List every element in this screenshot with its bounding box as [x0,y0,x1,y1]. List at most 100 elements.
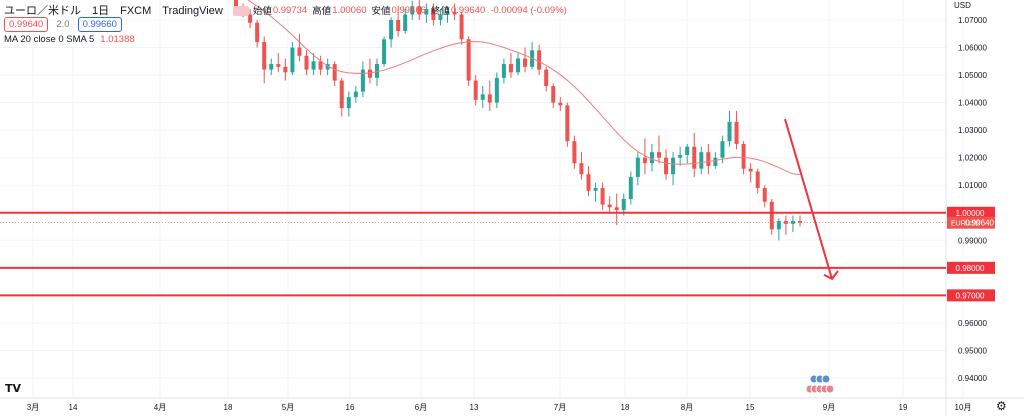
y-tick-label: 1.03000 [958,126,987,135]
x-tick-label: 18 [224,403,233,412]
candle-body [769,201,774,230]
candle-body [762,187,767,202]
trade-row: 0.99640 2.0 0.99660 [4,17,122,32]
candle-body [678,154,683,158]
candle-body [389,20,394,40]
candle-body [508,64,513,73]
candle-body [283,66,288,73]
x-tick-label: 14 [69,403,78,412]
candle-body [699,152,704,169]
candle-body [551,86,556,103]
candle-body [459,14,464,40]
candle-body [600,187,605,205]
x-tick-label: 10月 [955,403,972,412]
y-tick-label: 1.04000 [958,99,987,108]
ma-value: 1.01388 [100,34,135,45]
level-price-label: 1.00000 [956,209,985,218]
spread-value: 2.0 [56,19,70,30]
gear-icon[interactable]: ⚙ [996,399,1007,413]
candle-body [649,152,654,164]
candle-body [480,94,485,100]
candle-body [452,11,457,15]
y-tick-label: 1.02000 [958,154,987,163]
x-tick-label: 9月 [823,403,835,412]
candle-body [417,6,422,15]
symbol-title[interactable]: ユーロ／米ドル 1日 FXCM TradingView [4,5,223,17]
x-tick-label: 6月 [415,403,427,412]
ma-legend[interactable]: MA 20 close 0 SMA 5 1.01388 [4,34,135,45]
x-tick-label: 7月 [554,403,566,412]
candle-body [614,207,619,211]
y-tick-label: 0.96000 [958,319,987,328]
candle-body [255,22,260,43]
candle-body [332,64,337,81]
x-tick-label: 18 [621,403,630,412]
low-value: 0.99466 [391,4,426,16]
buy-button[interactable]: 0.99660 [77,17,122,32]
tradingview-logo-icon: 𝗧𝗩 [5,383,22,395]
y-tick-label: 1.05000 [958,71,987,80]
candle-body [720,141,725,158]
candle-body [635,157,640,177]
candle-body [664,157,669,175]
candle-body [776,221,781,230]
ma-line [247,0,801,175]
high-label: 高値 [312,6,332,17]
forecast-arrow-head [823,270,839,281]
candle-body [748,168,753,172]
candle-body [297,47,302,56]
y-tick-label: 1.06000 [958,44,987,53]
x-tick-label: 15 [746,403,755,412]
candle-body [382,39,387,65]
y-tick-label: 1.01000 [958,181,987,190]
candle-body [234,0,238,9]
low-label: 安値 [371,6,391,17]
candle-body [798,221,802,223]
candle-body [572,141,577,164]
event-icon [825,384,835,394]
candle-body [318,61,323,70]
y-tick-label: 1.07000 [958,16,987,25]
candle-body [501,64,506,78]
candle-body [360,69,365,92]
level-price-tag [947,206,995,219]
eye-icon[interactable] [232,6,249,16]
candle-body [367,69,372,78]
candle-body [523,58,528,67]
x-tick-label: 8月 [681,403,693,412]
level-price-tag [947,261,995,274]
candle-body [262,42,267,70]
candle-body [487,94,492,103]
candle-body [396,20,401,32]
candle-body [607,204,612,208]
x-tick-label: 16 [346,403,355,412]
x-tick-label: 19 [899,403,908,412]
ohlc-legend: ユーロ／米ドル 1日 FXCM TradingView 始値 0.99734 高… [4,2,572,18]
candle-body [375,64,379,78]
x-tick-label: 13 [470,403,479,412]
candle-body [727,121,732,142]
change-value: -0.00094 (-0.09%) [490,4,567,16]
candle-body [579,163,584,175]
candle-body [339,80,344,109]
candle-body [290,47,295,73]
candle-body [628,176,633,199]
candle-body [685,146,690,155]
candle-body [431,8,436,20]
candle-body [410,6,415,15]
candle-body [544,69,549,87]
candle-body [276,64,281,67]
current-price-label: 0.99640 [965,219,994,228]
candle-body [494,77,499,103]
close-label: 終値 [430,6,450,17]
x-tick-label: 5月 [282,403,294,412]
high-value: 1.00060 [332,4,367,16]
x-tick-label: 3月 [27,403,39,412]
candle-body [783,221,788,224]
candle-body [466,39,471,81]
candle-body [558,102,563,106]
candle-body [325,64,330,70]
sell-button[interactable]: 0.99640 [4,17,49,32]
